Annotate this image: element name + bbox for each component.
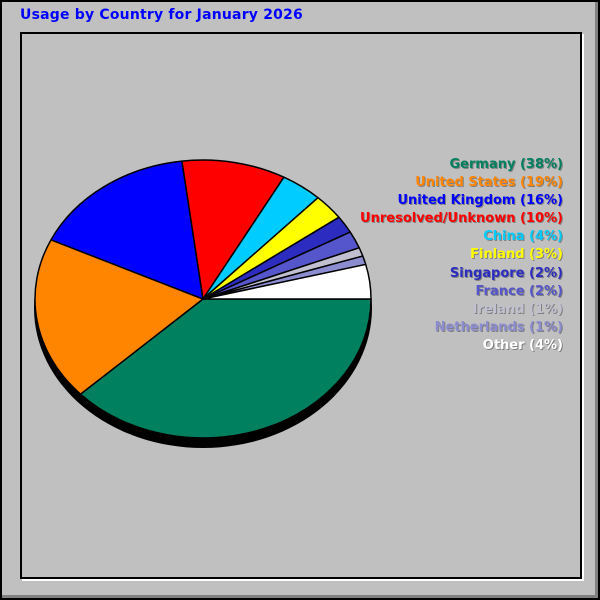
frame-bevel-bottom — [2, 595, 598, 598]
pie-legend: Germany (38%) United States (19%) United K… — [360, 156, 563, 355]
pie-slice-unresolved-unknown — [181, 159, 285, 300]
legend-item-united-kingdom: United Kingdom (16%) — [397, 193, 563, 209]
legend-item-germany: Germany (38%) — [449, 157, 563, 172]
legend-item-other: Other (4%) — [482, 337, 563, 353]
legend-item-united-states: United States (19%) — [415, 175, 563, 191]
pie-slice-germany — [79, 298, 372, 439]
legend-item-ireland: Ireland (1%) — [472, 301, 563, 317]
pie-slice-united-states — [34, 239, 204, 395]
chart-title: Usage by Country for January 2026 — [20, 7, 303, 23]
legend-item-france: France (2%) — [475, 283, 564, 299]
legend-item-china: China (4%) — [483, 229, 563, 245]
legend-item-finland: Finland (3%) — [470, 247, 563, 263]
legend-item-netherlands: Netherlands (1%) — [434, 319, 563, 335]
frame-bevel-right — [595, 2, 598, 598]
pie-slice-other — [202, 263, 372, 300]
legend-item-unresolved-unknown: Unresolved/Unknown (10%) — [360, 211, 563, 227]
legend-item-singapore: Singapore (2%) — [449, 265, 563, 281]
pie-slice-united-kingdom — [50, 160, 204, 300]
